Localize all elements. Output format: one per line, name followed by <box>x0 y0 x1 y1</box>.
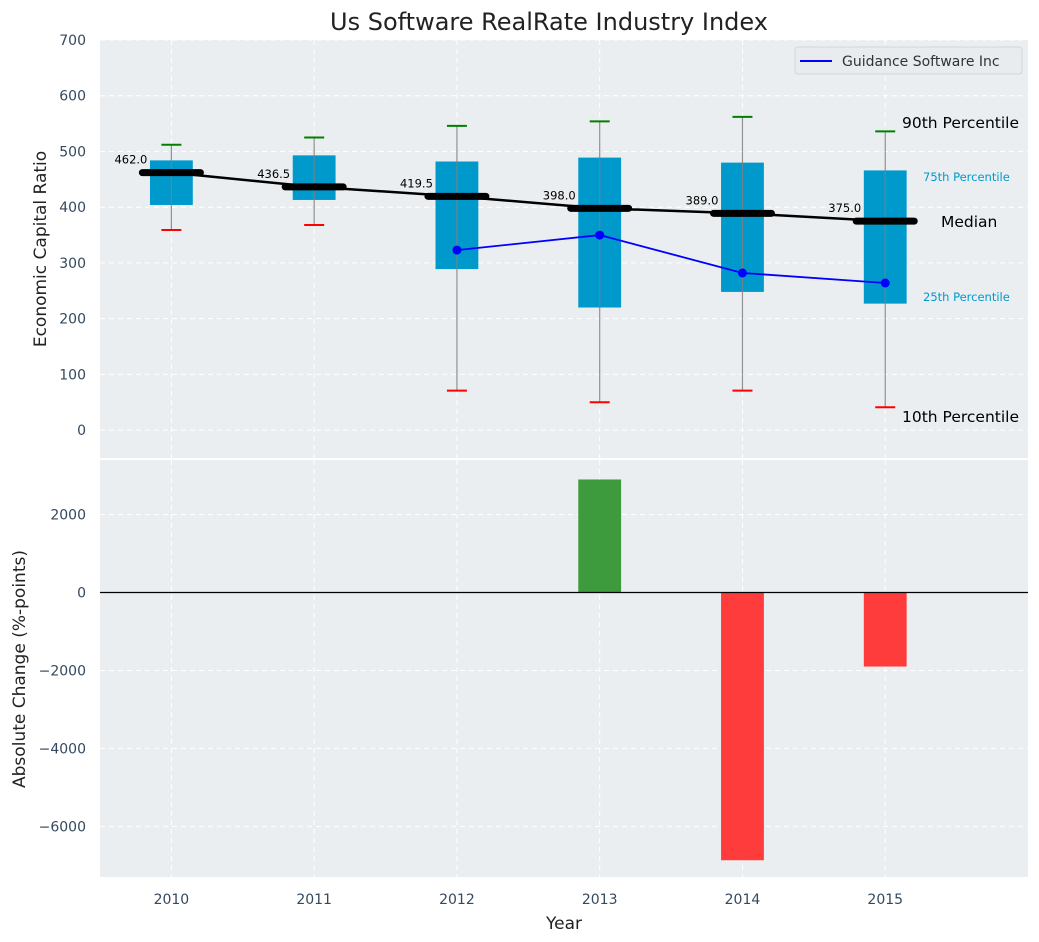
bottom-plot-area <box>100 460 1028 877</box>
annotation-75th-percentile: 75th Percentile <box>923 170 1010 184</box>
x-tick-label: 2012 <box>439 892 475 908</box>
legend-entry-guidance-software: Guidance Software Inc <box>842 54 1000 70</box>
x-tick-label: 2014 <box>725 892 761 908</box>
bottom-y-tick-label: 0 <box>77 586 86 602</box>
x-tick-label: 2011 <box>296 892 332 908</box>
change-bar-positive <box>578 479 622 593</box>
bottom-y-axis-label: Absolute Change (%-points) <box>10 550 30 788</box>
legend: Guidance Software Inc <box>794 46 1023 75</box>
change-bar-negative <box>721 592 764 861</box>
annotation-median: Median <box>941 213 997 231</box>
median-value-label: 462.0 <box>114 153 147 167</box>
x-tick-label: 2013 <box>582 892 618 908</box>
bottom-y-tick-label: −4000 <box>39 741 86 757</box>
top-y-tick-label: 200 <box>59 312 86 328</box>
x-axis-label: Year <box>545 914 582 934</box>
median-value-label: 375.0 <box>828 201 861 215</box>
median-value-label: 398.0 <box>543 188 576 202</box>
company-data-point <box>880 278 890 288</box>
top-y-tick-label: 0 <box>77 423 86 439</box>
chart-title: Us Software RealRate Industry Index <box>330 8 768 36</box>
bottom-y-tick-label: −6000 <box>39 819 86 835</box>
bottom-y-tick-label: 2000 <box>50 508 86 524</box>
annotation-10th-percentile: 10th Percentile <box>902 408 1019 426</box>
company-data-point <box>452 245 462 255</box>
median-value-label: 419.5 <box>400 176 433 190</box>
x-tick-label: 2010 <box>154 892 190 908</box>
change-bar-negative <box>863 592 907 667</box>
top-y-tick-label: 600 <box>59 89 86 105</box>
median-value-label: 436.5 <box>257 167 290 181</box>
top-y-axis-label: Economic Capital Ratio <box>31 151 51 347</box>
top-y-tick-label: 700 <box>59 33 86 49</box>
top-y-tick-label: 400 <box>59 200 86 216</box>
annotation-25th-percentile: 25th Percentile <box>923 290 1010 304</box>
company-data-point <box>595 230 605 240</box>
top-y-tick-label: 300 <box>59 256 86 272</box>
top-y-tick-label: 500 <box>59 144 86 160</box>
annotation-90th-percentile: 90th Percentile <box>902 114 1019 132</box>
x-tick-label: 2015 <box>867 892 903 908</box>
legend-box <box>794 46 1023 75</box>
bottom-y-tick-label: −2000 <box>39 663 86 679</box>
top-y-tick-label: 100 <box>59 367 86 383</box>
median-value-label: 389.0 <box>686 193 719 207</box>
company-series-line <box>456 234 886 284</box>
company-data-point <box>737 268 747 278</box>
